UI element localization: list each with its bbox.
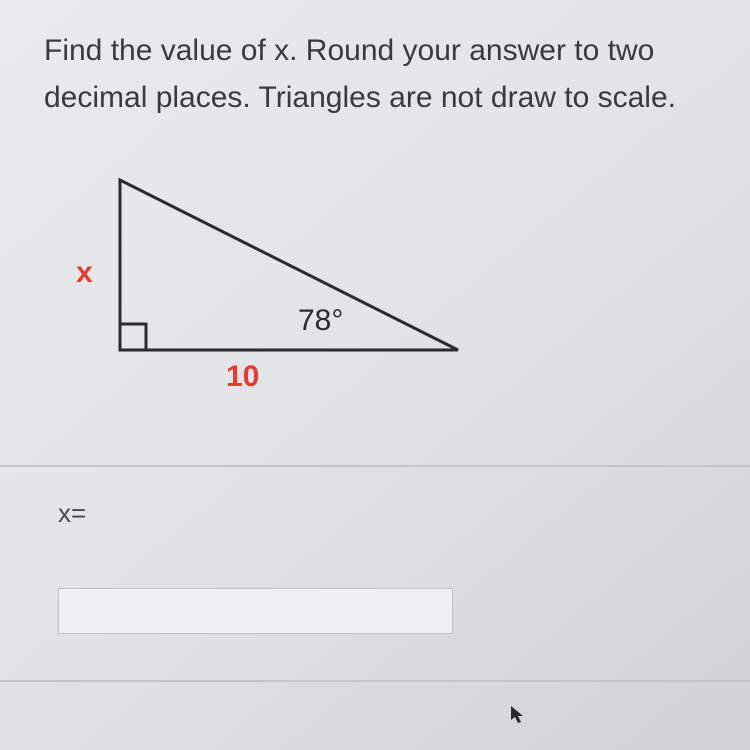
triangle-svg — [58, 170, 478, 420]
worksheet-page: Find the value of x. Round your answer t… — [0, 0, 750, 750]
label-base-side: 10 — [226, 360, 259, 394]
mouse-cursor-icon — [510, 705, 526, 731]
section-divider — [0, 465, 750, 467]
triangle-diagram: x 78° 10 — [58, 170, 478, 420]
question-text: Find the value of x. Round your answer t… — [44, 28, 720, 121]
label-angle: 78° — [298, 304, 343, 338]
answer-prompt: x= — [58, 498, 86, 529]
section-divider — [0, 680, 750, 682]
label-unknown-side: x — [76, 256, 93, 290]
answer-input[interactable] — [58, 588, 453, 634]
